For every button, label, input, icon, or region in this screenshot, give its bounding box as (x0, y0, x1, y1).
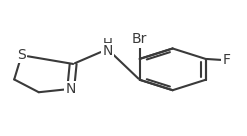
Text: H: H (103, 37, 112, 50)
Text: N: N (65, 82, 76, 96)
Text: Br: Br (132, 32, 147, 46)
Text: N: N (102, 44, 113, 58)
Text: F: F (223, 53, 230, 67)
Text: S: S (17, 48, 26, 62)
